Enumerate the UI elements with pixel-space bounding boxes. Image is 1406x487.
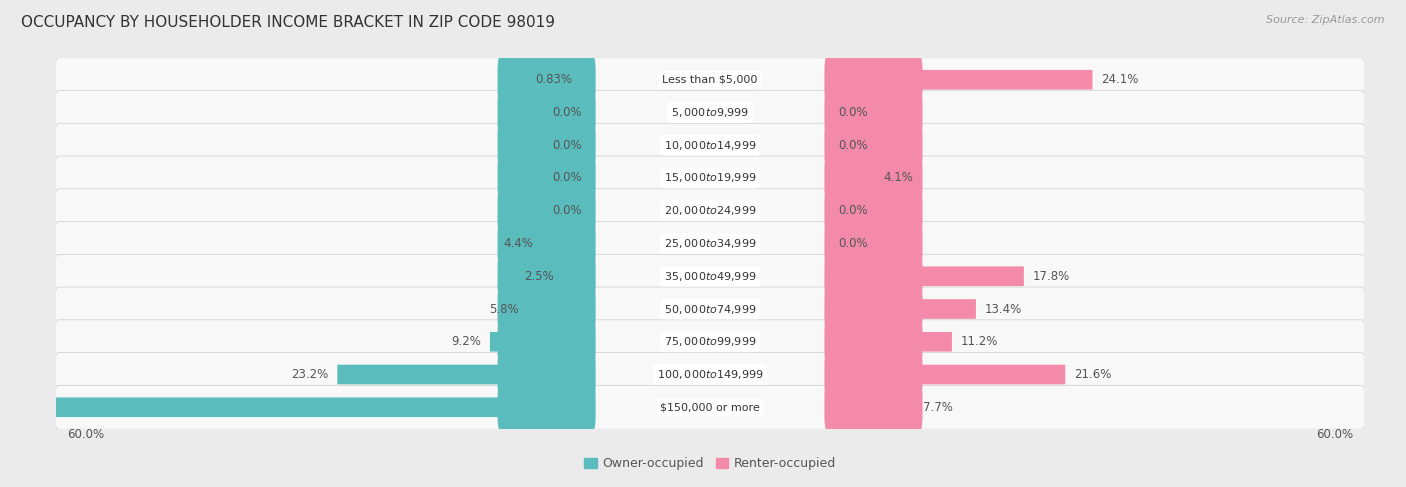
- Text: $50,000 to $74,999: $50,000 to $74,999: [664, 302, 756, 316]
- Text: $10,000 to $14,999: $10,000 to $14,999: [664, 139, 756, 152]
- Text: 0.0%: 0.0%: [551, 106, 582, 119]
- Text: $25,000 to $34,999: $25,000 to $34,999: [664, 237, 756, 250]
- FancyBboxPatch shape: [55, 91, 1365, 134]
- FancyBboxPatch shape: [55, 222, 1365, 265]
- FancyBboxPatch shape: [337, 365, 591, 384]
- FancyBboxPatch shape: [489, 332, 591, 352]
- FancyBboxPatch shape: [824, 152, 922, 204]
- FancyBboxPatch shape: [55, 385, 1365, 429]
- Text: $75,000 to $99,999: $75,000 to $99,999: [664, 335, 756, 348]
- Text: $15,000 to $19,999: $15,000 to $19,999: [664, 171, 756, 185]
- FancyBboxPatch shape: [824, 217, 922, 270]
- FancyBboxPatch shape: [830, 70, 1092, 90]
- Text: 60.0%: 60.0%: [1316, 428, 1353, 441]
- Text: 0.0%: 0.0%: [551, 171, 582, 185]
- FancyBboxPatch shape: [498, 283, 596, 335]
- FancyBboxPatch shape: [498, 217, 596, 270]
- Text: 0.0%: 0.0%: [838, 204, 869, 217]
- Text: 5.8%: 5.8%: [489, 302, 519, 316]
- FancyBboxPatch shape: [498, 348, 596, 401]
- Text: 4.4%: 4.4%: [503, 237, 533, 250]
- FancyBboxPatch shape: [824, 316, 922, 368]
- Text: 23.2%: 23.2%: [291, 368, 329, 381]
- FancyBboxPatch shape: [55, 189, 1365, 233]
- Text: 2.5%: 2.5%: [524, 270, 554, 283]
- FancyBboxPatch shape: [498, 119, 596, 171]
- FancyBboxPatch shape: [830, 266, 1024, 286]
- Text: OCCUPANCY BY HOUSEHOLDER INCOME BRACKET IN ZIP CODE 98019: OCCUPANCY BY HOUSEHOLDER INCOME BRACKET …: [21, 15, 555, 30]
- FancyBboxPatch shape: [830, 397, 914, 417]
- FancyBboxPatch shape: [824, 283, 922, 335]
- Legend: Owner-occupied, Renter-occupied: Owner-occupied, Renter-occupied: [585, 457, 835, 470]
- Text: $150,000 or more: $150,000 or more: [661, 402, 759, 412]
- Text: $20,000 to $24,999: $20,000 to $24,999: [664, 204, 756, 217]
- FancyBboxPatch shape: [498, 316, 596, 368]
- Text: $5,000 to $9,999: $5,000 to $9,999: [671, 106, 749, 119]
- FancyBboxPatch shape: [824, 86, 922, 139]
- FancyBboxPatch shape: [824, 119, 922, 171]
- FancyBboxPatch shape: [824, 348, 922, 401]
- FancyBboxPatch shape: [824, 185, 922, 237]
- FancyBboxPatch shape: [498, 152, 596, 204]
- FancyBboxPatch shape: [498, 250, 596, 302]
- FancyBboxPatch shape: [498, 381, 596, 433]
- FancyBboxPatch shape: [830, 168, 875, 188]
- Text: 0.0%: 0.0%: [551, 139, 582, 152]
- FancyBboxPatch shape: [830, 365, 1066, 384]
- FancyBboxPatch shape: [543, 234, 591, 253]
- Text: 13.4%: 13.4%: [984, 302, 1022, 316]
- FancyBboxPatch shape: [55, 320, 1365, 364]
- FancyBboxPatch shape: [498, 86, 596, 139]
- FancyBboxPatch shape: [830, 332, 952, 352]
- Text: 17.8%: 17.8%: [1032, 270, 1070, 283]
- Text: 9.2%: 9.2%: [451, 335, 481, 348]
- Text: $35,000 to $49,999: $35,000 to $49,999: [664, 270, 756, 283]
- FancyBboxPatch shape: [55, 123, 1365, 167]
- Text: $100,000 to $149,999: $100,000 to $149,999: [657, 368, 763, 381]
- Text: 0.0%: 0.0%: [838, 139, 869, 152]
- Text: 0.0%: 0.0%: [551, 204, 582, 217]
- Text: 11.2%: 11.2%: [960, 335, 998, 348]
- FancyBboxPatch shape: [55, 58, 1365, 102]
- Text: Source: ZipAtlas.com: Source: ZipAtlas.com: [1267, 15, 1385, 25]
- Text: 0.0%: 0.0%: [838, 106, 869, 119]
- FancyBboxPatch shape: [581, 70, 591, 90]
- Text: 7.7%: 7.7%: [922, 401, 952, 414]
- FancyBboxPatch shape: [55, 287, 1365, 331]
- FancyBboxPatch shape: [55, 353, 1365, 396]
- Text: 4.1%: 4.1%: [883, 171, 912, 185]
- Text: 21.6%: 21.6%: [1074, 368, 1111, 381]
- FancyBboxPatch shape: [527, 299, 591, 319]
- FancyBboxPatch shape: [55, 156, 1365, 200]
- FancyBboxPatch shape: [830, 299, 976, 319]
- FancyBboxPatch shape: [824, 250, 922, 302]
- FancyBboxPatch shape: [824, 54, 922, 106]
- FancyBboxPatch shape: [562, 266, 591, 286]
- Text: Less than $5,000: Less than $5,000: [662, 75, 758, 85]
- FancyBboxPatch shape: [498, 185, 596, 237]
- FancyBboxPatch shape: [0, 397, 591, 417]
- FancyBboxPatch shape: [498, 54, 596, 106]
- Text: 0.83%: 0.83%: [536, 73, 572, 86]
- Text: 24.1%: 24.1%: [1101, 73, 1139, 86]
- FancyBboxPatch shape: [55, 254, 1365, 298]
- Text: 0.0%: 0.0%: [838, 237, 869, 250]
- Text: 60.0%: 60.0%: [67, 428, 104, 441]
- FancyBboxPatch shape: [824, 381, 922, 433]
